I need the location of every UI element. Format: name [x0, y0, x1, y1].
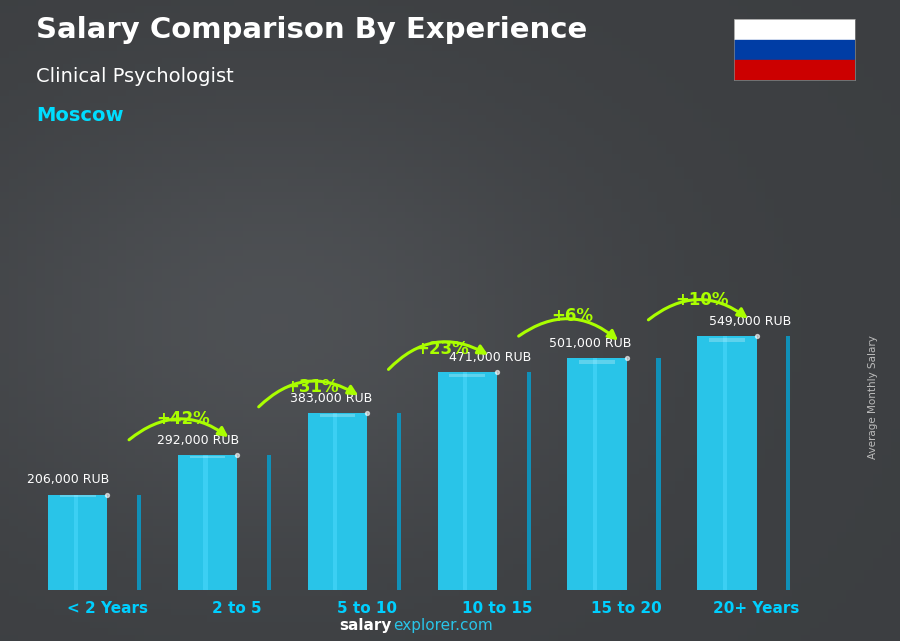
Bar	[698, 337, 757, 590]
Text: +31%: +31%	[285, 378, 339, 396]
Text: +6%: +6%	[551, 307, 593, 325]
Text: Clinical Psychologist: Clinical Psychologist	[36, 67, 234, 87]
Text: salary: salary	[339, 619, 392, 633]
Bar	[60, 495, 95, 497]
Point	[100, 490, 114, 500]
Bar	[656, 358, 661, 590]
Text: 471,000 RUB: 471,000 RUB	[449, 351, 532, 364]
Bar	[74, 495, 77, 590]
Text: Average Monthly Salary: Average Monthly Salary	[868, 335, 878, 460]
Bar	[723, 337, 727, 590]
Point	[619, 353, 634, 363]
Text: +42%: +42%	[156, 410, 210, 428]
Bar	[437, 372, 497, 590]
Point	[490, 367, 504, 378]
Text: explorer.com: explorer.com	[393, 619, 493, 633]
Bar	[308, 413, 367, 590]
Bar	[190, 456, 225, 458]
Text: Salary Comparison By Experience: Salary Comparison By Experience	[36, 16, 587, 44]
Bar	[709, 338, 744, 342]
Text: 206,000 RUB: 206,000 RUB	[27, 473, 110, 487]
Bar	[734, 60, 855, 80]
Bar	[787, 337, 790, 590]
Text: +10%: +10%	[675, 290, 729, 309]
Bar	[320, 414, 356, 417]
Text: 292,000 RUB: 292,000 RUB	[158, 434, 239, 447]
Text: 501,000 RUB: 501,000 RUB	[549, 337, 632, 350]
Bar	[178, 455, 238, 590]
Bar	[464, 372, 467, 590]
Bar	[267, 455, 271, 590]
Point	[750, 331, 764, 342]
Bar	[449, 374, 485, 378]
Bar	[734, 19, 855, 40]
Bar	[137, 495, 141, 590]
Point	[360, 408, 374, 418]
Point	[230, 450, 245, 460]
Text: Moscow: Moscow	[36, 106, 123, 125]
Text: 549,000 RUB: 549,000 RUB	[709, 315, 791, 328]
Bar	[203, 455, 208, 590]
Text: 383,000 RUB: 383,000 RUB	[290, 392, 372, 404]
Bar	[567, 358, 626, 590]
Bar	[333, 413, 338, 590]
Bar	[734, 40, 855, 60]
Text: +23%: +23%	[416, 340, 469, 358]
Bar	[397, 413, 400, 590]
Bar	[48, 495, 107, 590]
Bar	[526, 372, 531, 590]
Bar	[593, 358, 597, 590]
Bar	[580, 360, 615, 363]
